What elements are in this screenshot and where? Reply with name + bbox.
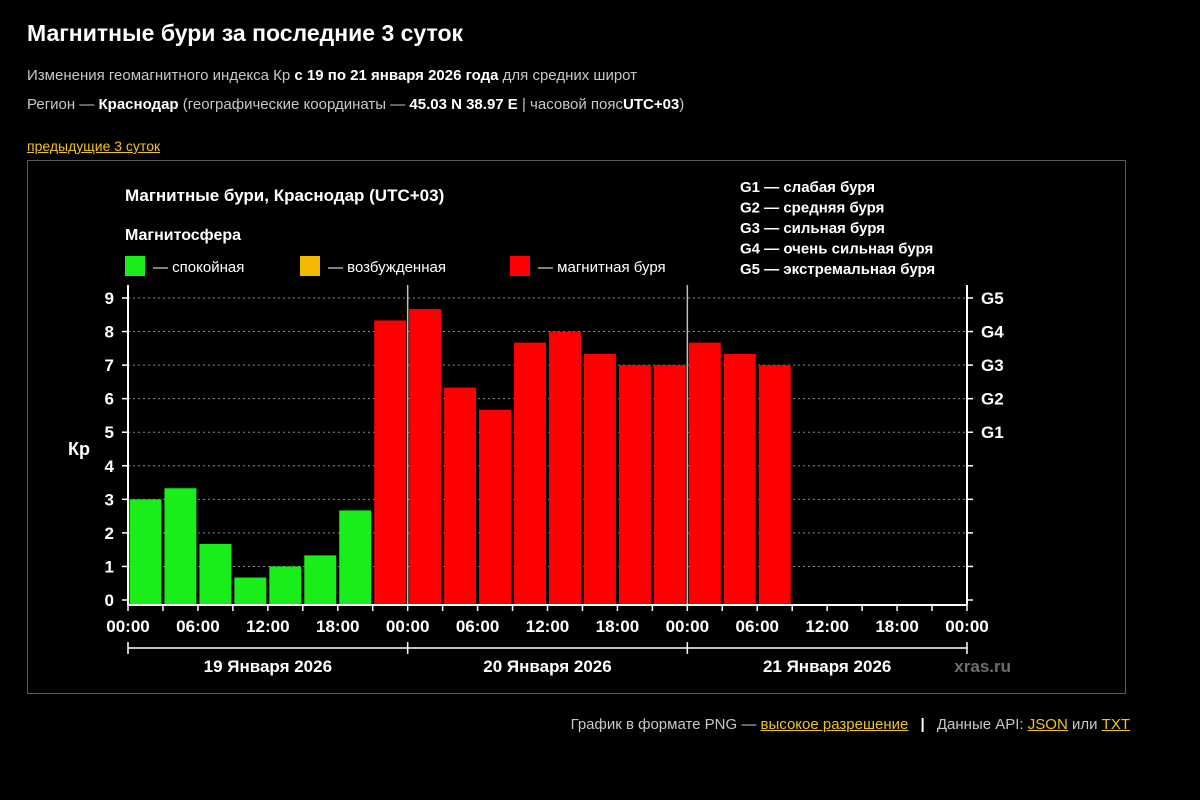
legend-label: — магнитная буря bbox=[538, 259, 666, 276]
or-text: или bbox=[1071, 716, 1098, 733]
y-tick-label: 5 bbox=[105, 423, 114, 442]
g-legend-item: G2 — средняя буря bbox=[740, 200, 884, 217]
kp-bar bbox=[723, 354, 756, 605]
y-axis-label: Кр bbox=[68, 439, 90, 459]
legend-title: Магнитосфера bbox=[125, 227, 241, 244]
region-coords: 45.03 N 38.97 E bbox=[409, 96, 518, 113]
y-tick-label: 0 bbox=[105, 591, 114, 610]
kp-bar bbox=[583, 354, 616, 605]
x-tick-label: 06:00 bbox=[176, 617, 219, 636]
legend-label: — возбужденная bbox=[328, 259, 446, 276]
x-tick-label: 00:00 bbox=[945, 617, 988, 636]
kp-bar bbox=[758, 365, 791, 605]
kp-bar bbox=[444, 387, 477, 605]
region-line: Регион — Краснодар (географические коорд… bbox=[27, 96, 684, 113]
footer-separator: | bbox=[920, 716, 925, 733]
previous-3-days-link[interactable]: предыдущие 3 суток bbox=[27, 138, 161, 154]
period-text-after: для средних широт bbox=[502, 67, 638, 84]
y-tick-label: 2 bbox=[105, 524, 114, 543]
txt-link[interactable]: TXT bbox=[1101, 716, 1130, 733]
x-tick-label: 12:00 bbox=[246, 617, 289, 636]
kp-bar bbox=[269, 566, 302, 605]
g-axis-label: G4 bbox=[981, 323, 1004, 342]
g-axis-label: G2 bbox=[981, 390, 1004, 409]
x-tick-label: 00:00 bbox=[386, 617, 429, 636]
kp-bar bbox=[618, 365, 651, 605]
kp-bar bbox=[339, 510, 372, 605]
kp-bar bbox=[304, 555, 337, 605]
footer: График в формате PNG — высокое разрешени… bbox=[571, 716, 1130, 733]
x-tick-label: 18:00 bbox=[875, 617, 918, 636]
period-text-before: Изменения геомагнитного индекса Кр bbox=[27, 67, 291, 84]
legend-swatch bbox=[510, 256, 530, 276]
page-title: Магнитные бури за последние 3 суток bbox=[27, 20, 464, 46]
x-tick-label: 12:00 bbox=[526, 617, 569, 636]
region-text-mid2: | часовой пояс bbox=[521, 96, 623, 113]
x-tick-label: 18:00 bbox=[596, 617, 639, 636]
legend: — спокойная — возбужденная — магнитная бур… bbox=[125, 256, 666, 276]
y-tick-label: 6 bbox=[105, 390, 114, 409]
x-tick-label: 00:00 bbox=[666, 617, 709, 636]
x-tick-label: 12:00 bbox=[805, 617, 848, 636]
legend-swatch bbox=[125, 256, 145, 276]
period-range: с 19 по 21 января 2026 года bbox=[294, 67, 499, 84]
chart-frame: Магнитные бури, Краснодар (UTC+03) Магни… bbox=[27, 160, 1126, 694]
region-text-mid: (географические координаты — bbox=[182, 96, 406, 113]
watermark: xras.ru bbox=[954, 657, 1011, 676]
json-link[interactable]: JSON bbox=[1027, 716, 1068, 733]
day-label: 20 Января 2026 bbox=[483, 657, 611, 676]
kp-bar bbox=[653, 365, 686, 605]
g-legend-item: G3 — сильная буря bbox=[740, 220, 885, 237]
png-text: График в формате PNG — bbox=[570, 716, 757, 733]
y-tick-label: 3 bbox=[105, 490, 114, 509]
kp-bar bbox=[409, 309, 442, 605]
kp-bar bbox=[164, 488, 197, 605]
high-res-link[interactable]: высокое разрешение bbox=[760, 716, 909, 733]
day-label: 19 Января 2026 bbox=[204, 657, 332, 676]
y-tick-label: 4 bbox=[105, 457, 115, 476]
g-axis-label: G3 bbox=[981, 356, 1004, 375]
kp-bar bbox=[199, 543, 232, 605]
y-tick-label: 8 bbox=[105, 323, 114, 342]
kp-bar bbox=[479, 409, 512, 605]
region-name: Краснодар bbox=[98, 96, 179, 113]
day-label: 21 Января 2026 bbox=[763, 657, 891, 676]
y-tick-label: 1 bbox=[105, 557, 114, 576]
x-tick-label: 06:00 bbox=[456, 617, 499, 636]
kp-bar bbox=[129, 499, 162, 605]
kp-bar bbox=[514, 342, 546, 605]
x-tick-label: 18:00 bbox=[316, 617, 359, 636]
kp-chart: Магнитные бури, Краснодар (UTC+03) Магни… bbox=[68, 179, 1011, 676]
api-text: Данные API: bbox=[936, 716, 1024, 733]
region-timezone: UTC+03 bbox=[623, 96, 680, 113]
chart-title: Магнитные бури, Краснодар (UTC+03) bbox=[125, 186, 444, 205]
plot-area: 0 1 2 3 4 5 6 7 8 9 Кр G1 G2 G3 G4 G5 00:00 06:00 12:00 18:… bbox=[68, 285, 1011, 676]
y-tick-label: 9 bbox=[105, 289, 114, 308]
g-legend-item: G1 — слабая буря bbox=[740, 179, 875, 196]
kp-bar bbox=[688, 342, 721, 605]
x-tick-label: 06:00 bbox=[736, 617, 779, 636]
g-axis-label: G5 bbox=[981, 289, 1004, 308]
g-scale-legend: G1 — слабая буря G2 — средняя буря G3 — си… bbox=[740, 179, 935, 278]
g-axis-label: G1 bbox=[981, 423, 1004, 442]
legend-label: — спокойная bbox=[153, 259, 244, 276]
kp-bar bbox=[374, 320, 407, 605]
region-text-after: ) bbox=[679, 96, 685, 113]
x-tick-label: 00:00 bbox=[106, 617, 149, 636]
legend-swatch bbox=[300, 256, 320, 276]
kp-bar bbox=[549, 331, 581, 605]
g-legend-item: G5 — экстремальная буря bbox=[740, 261, 935, 278]
g-legend-item: G4 — очень сильная буря bbox=[740, 241, 933, 258]
kp-bar bbox=[234, 577, 267, 605]
period-line: Изменения геомагнитного индекса Кр с 19 … bbox=[27, 67, 637, 84]
region-text-before: Регион — bbox=[27, 96, 95, 113]
y-tick-label: 7 bbox=[105, 356, 114, 375]
